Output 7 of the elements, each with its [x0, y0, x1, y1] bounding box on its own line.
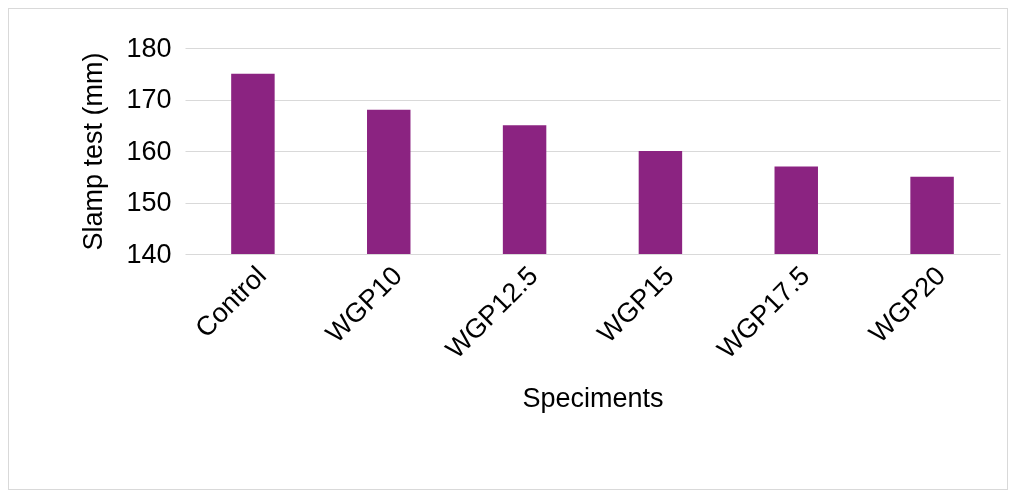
y-tick-label: 150	[126, 187, 172, 217]
y-tick-label: 170	[126, 84, 172, 114]
y-tick-label: 180	[126, 32, 172, 63]
y-axis-title: Slamp test (mm)	[78, 52, 109, 251]
y-tick-label: 140	[126, 238, 172, 269]
x-axis-title: Speciments	[522, 382, 664, 413]
y-tick-label: 160	[126, 135, 172, 166]
